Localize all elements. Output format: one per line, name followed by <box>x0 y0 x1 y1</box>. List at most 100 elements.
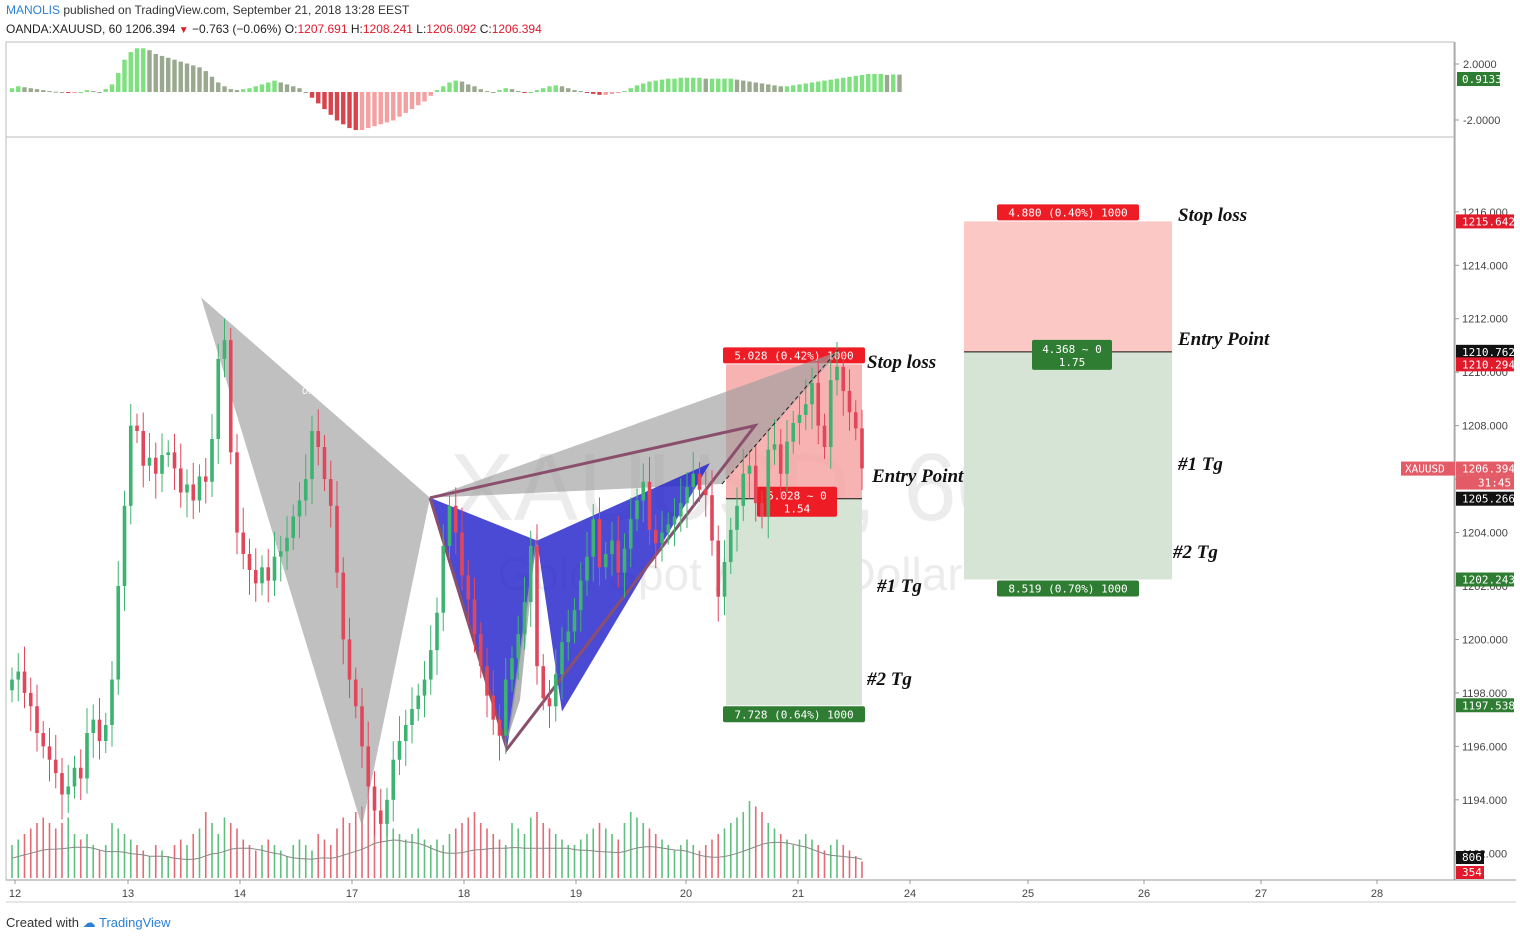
candle-body <box>160 455 164 474</box>
oscillator-bar <box>884 74 890 92</box>
candle-body <box>72 767 77 787</box>
candle-body <box>553 674 558 707</box>
position-tools[interactable]: 5.028 (0.42%) 1000 7.728 (0.64%) 1000 5.02… <box>723 204 1172 723</box>
candle-body <box>497 719 502 736</box>
oscillator-bar <box>466 84 471 92</box>
pattern-triangle-xab[interactable] <box>201 297 430 827</box>
harmonic-patterns[interactable]: 0.6… 0.691 <box>201 297 840 827</box>
annotation-target2-2[interactable]: #2 Tg <box>1172 542 1218 563</box>
volume-bar <box>54 828 57 878</box>
candle-body <box>516 634 521 659</box>
candle-body <box>253 569 258 584</box>
oscillator-bar <box>628 88 633 92</box>
volume-bar <box>86 834 88 878</box>
volume-bar <box>479 823 482 878</box>
volume-bar <box>711 839 713 878</box>
volume-bar <box>261 845 263 878</box>
oscillator-bar <box>303 92 308 93</box>
candle-body <box>591 519 596 557</box>
oscillator-bar <box>847 76 852 92</box>
annotation-entry-point-1[interactable]: Entry Point <box>871 466 964 487</box>
pattern-triangle-bcd[interactable] <box>430 350 840 498</box>
stop-zone[interactable] <box>964 221 1172 352</box>
candle-body <box>503 679 508 736</box>
pattern-blue-xab[interactable] <box>430 497 537 750</box>
time-axis[interactable]: 12 13 14 17 18 19 20 21 24 25 26 27 28 <box>9 880 1383 900</box>
tradingview-link[interactable]: TradingView <box>99 915 171 930</box>
volume-bar <box>611 834 613 878</box>
volume-bar <box>798 839 801 878</box>
price-badge-text: 1206.394 <box>1462 463 1515 476</box>
oscillator-bar <box>778 86 783 92</box>
volume-bar <box>429 845 432 878</box>
y-tick-label: 1198.000 <box>1462 688 1507 700</box>
candle-body <box>603 553 608 568</box>
volume-bar <box>229 823 232 878</box>
target-zone[interactable] <box>726 498 862 706</box>
tradingview-cloud-icon[interactable]: ☁ <box>82 915 96 930</box>
oscillator-bar <box>47 91 52 93</box>
volume-bar <box>667 845 670 878</box>
volume-bar <box>573 845 576 878</box>
volume-bar <box>842 845 845 878</box>
oscillator-bar <box>397 92 402 117</box>
oscillator-bar <box>641 83 646 92</box>
volume-bar <box>104 845 107 878</box>
oscillator-bar <box>122 59 127 92</box>
annotation-stop-loss-1[interactable]: Stop loss <box>867 352 936 373</box>
candle-body <box>172 452 177 469</box>
oscillator-bar <box>159 55 165 92</box>
oscillator-bar <box>522 92 527 93</box>
osc-tick-label: 2.0000 <box>1463 59 1497 71</box>
oscillator-bar <box>534 90 540 92</box>
price-axis[interactable]: 1192.0001194.0001196.0001198.0001200.000… <box>1455 207 1508 860</box>
volume-badge-text: 806 <box>1462 851 1482 864</box>
oscillator-bar <box>84 90 90 92</box>
volume-bar <box>248 845 251 878</box>
oscillator-axis: 2.0000 -2.0000 0.9133 <box>1455 59 1502 127</box>
volume-bar <box>186 845 188 878</box>
target-zone[interactable] <box>964 351 1172 580</box>
candle-body <box>328 479 333 506</box>
price-badge-text: 1202.243 <box>1462 574 1515 587</box>
text-annotations[interactable]: Stop loss Entry Point #1 Tg #2 Tg Stop l… <box>866 205 1270 690</box>
candle-body <box>141 430 146 466</box>
volume-bar <box>698 850 701 878</box>
candle-body <box>697 473 702 490</box>
candle-body <box>53 759 58 774</box>
y-tick-label: 1214.000 <box>1462 260 1508 272</box>
volume-bar <box>36 823 38 878</box>
candle-body <box>228 340 233 453</box>
candle-body <box>360 706 364 747</box>
price-badge <box>1456 461 1514 476</box>
oscillator-bar <box>172 59 177 92</box>
candle-body <box>116 586 121 680</box>
oscillator-bar <box>897 74 902 92</box>
candle-body <box>447 505 452 546</box>
volume-bar <box>811 839 813 878</box>
oscillator-bar <box>566 88 571 92</box>
annotation-entry-point-2[interactable]: Entry Point <box>1177 329 1270 350</box>
symbol-tag-badge <box>1401 461 1455 476</box>
annotation-target2-1[interactable]: #2 Tg <box>866 669 912 690</box>
volume-bar <box>617 839 620 878</box>
oscillator-bar <box>234 90 240 92</box>
price-badge <box>1456 357 1514 372</box>
volume-bar <box>586 834 588 878</box>
annotation-target1-1[interactable]: #1 Tg <box>876 576 922 597</box>
oscillator-bar <box>228 89 233 92</box>
oscillator-bar <box>284 84 290 92</box>
created-with-text: Created with <box>6 915 79 930</box>
oscillator-bar <box>591 92 596 94</box>
annotation-stop-loss-2[interactable]: Stop loss <box>1178 205 1247 226</box>
volume-bar <box>592 828 595 878</box>
candle-body <box>472 599 477 635</box>
volume-bar <box>773 828 776 878</box>
oscillator-bar <box>372 92 377 127</box>
annotation-target1-2[interactable]: #1 Tg <box>1177 454 1223 475</box>
symbol-name[interactable]: OANDA:XAUUSD, 60 <box>6 22 123 36</box>
volume-bar <box>367 801 370 878</box>
author-link[interactable]: MANOLIS <box>6 3 61 17</box>
volume-bar <box>379 812 382 878</box>
